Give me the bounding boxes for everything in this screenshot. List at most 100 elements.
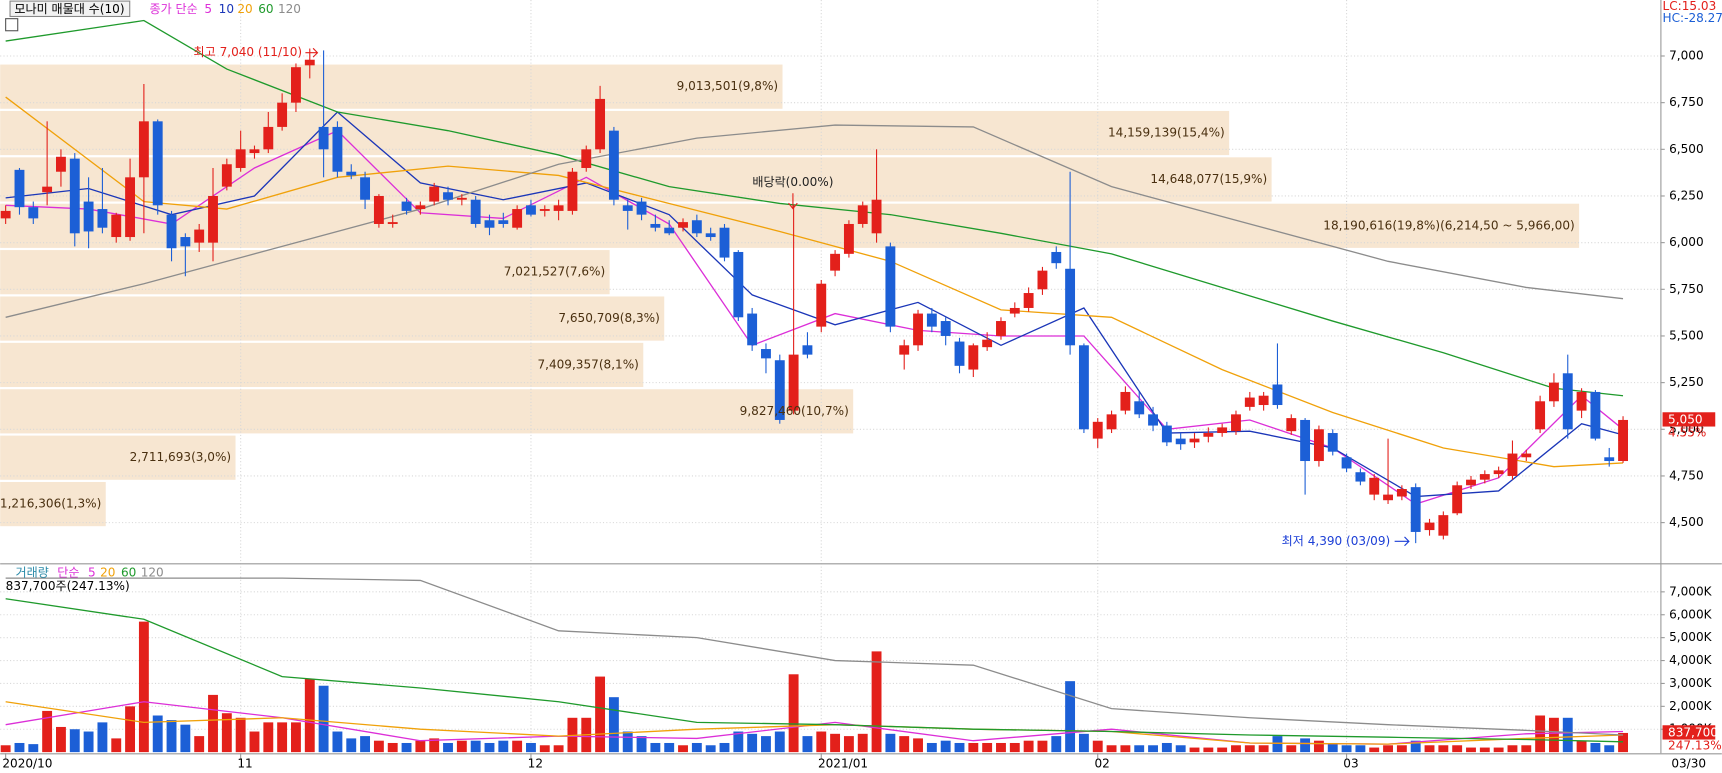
price-tag-label: 5,050 <box>1668 412 1703 426</box>
candle-body <box>28 207 39 219</box>
volume-bar <box>277 722 288 753</box>
volume-bar <box>1065 681 1076 753</box>
candle-body <box>166 214 177 249</box>
volume-bar <box>526 742 536 753</box>
candle-body <box>221 164 232 187</box>
candle-body <box>249 149 260 154</box>
volume-bar <box>1548 717 1559 753</box>
candle-body <box>14 169 25 208</box>
volume-bar <box>429 738 440 753</box>
candle-body <box>69 158 80 234</box>
candle-body <box>553 205 564 211</box>
candle-body <box>1009 307 1020 314</box>
volume-bar <box>0 745 11 753</box>
volume-bar <box>387 742 398 753</box>
y-tick-label: 7,000K <box>1669 584 1713 598</box>
legend-entry: 120 <box>278 2 301 16</box>
ma-line <box>5 124 1624 318</box>
icon[interactable] <box>5 18 19 32</box>
x-end-label: 03/30 <box>1671 757 1706 771</box>
volume-profile-label: 7,409,357(8,1%) <box>537 357 638 371</box>
volume-bar <box>443 742 453 753</box>
volume-bar <box>1410 740 1421 753</box>
volume-bar <box>208 694 218 753</box>
volume-bar <box>885 733 896 753</box>
x-tick-label: 03 <box>1343 757 1358 771</box>
candle-body <box>1092 421 1103 439</box>
candle-body <box>940 321 951 336</box>
x-tick-label: 2020/10 <box>2 757 52 771</box>
candle-body <box>802 345 813 355</box>
volume-bar <box>678 745 688 753</box>
candle-body <box>1300 419 1311 462</box>
volume-bar <box>1383 745 1393 753</box>
candle-body <box>636 201 647 215</box>
volume-bar <box>1106 745 1117 753</box>
volume-bar <box>705 745 716 753</box>
candle-body <box>1065 268 1076 346</box>
candle-body <box>0 210 11 219</box>
ma-line <box>5 577 1624 736</box>
candle-body <box>1175 438 1186 445</box>
volume-bar <box>1466 747 1476 753</box>
volume-bar <box>1327 742 1338 753</box>
volume-profile-label: 2,711,693(3,0%) <box>130 450 231 464</box>
volume-bar <box>1355 745 1366 753</box>
volume-bar <box>788 674 799 753</box>
candle-body <box>608 130 619 200</box>
volume-bar <box>470 740 481 753</box>
volume-bar <box>1148 745 1158 753</box>
volume-bar <box>1037 740 1048 753</box>
candle-body <box>1203 433 1214 437</box>
candle-body <box>1410 487 1421 532</box>
y-tick-label: 6,000 <box>1669 235 1704 249</box>
volume-bar <box>249 731 260 753</box>
volume-bar <box>1604 745 1615 753</box>
volume-bar <box>125 706 136 753</box>
candle-body <box>498 220 509 224</box>
volume-bar <box>1396 745 1407 753</box>
candle-body <box>968 345 979 370</box>
volume-bar <box>1300 738 1311 753</box>
ma-line <box>5 598 1624 743</box>
volume-bar <box>456 740 467 753</box>
candle-body <box>387 222 398 224</box>
y-tick-label: 5,000K <box>1669 630 1713 644</box>
candle-body <box>1023 293 1034 308</box>
candle-body <box>526 205 536 215</box>
volume-bar <box>42 710 53 753</box>
volume-bar <box>484 742 495 753</box>
volume-bar <box>1231 745 1241 753</box>
candle-body <box>622 205 633 211</box>
candle-body <box>539 209 550 211</box>
volume-tag2-label: 247.13% <box>1668 739 1722 753</box>
volume-bar <box>996 742 1006 753</box>
volume-bar <box>1590 742 1601 753</box>
volume-profile-label: 7,650,709(8,3%) <box>558 311 659 325</box>
candle-body <box>97 209 108 228</box>
volume-bar <box>1313 740 1324 753</box>
volume-profile-label: 9,827,460(10,7%) <box>740 404 849 418</box>
candle-body <box>125 177 136 238</box>
candle-body <box>111 214 122 238</box>
low-annotation: 최저 4,390 (03/09) <box>1282 534 1391 548</box>
candle-body <box>291 67 301 103</box>
volume-bar <box>1272 736 1283 753</box>
volume-bar <box>940 740 951 753</box>
candle-body <box>816 283 827 327</box>
volume-bar <box>733 731 744 753</box>
volume-bar <box>1424 745 1435 753</box>
candle-body <box>1286 418 1297 432</box>
volume-bar <box>1452 745 1463 753</box>
volume-bar <box>512 740 523 753</box>
volume-bar <box>1244 745 1255 753</box>
volume-tag-label: 837,700 <box>1668 725 1718 739</box>
volume-bar <box>138 621 149 753</box>
candle-body <box>843 223 854 254</box>
candle-body <box>567 171 578 211</box>
candle-body <box>1507 453 1518 476</box>
volume-bar <box>401 742 412 753</box>
y-tick-label: 5,250 <box>1669 375 1704 389</box>
y-tick-label: 6,250 <box>1669 188 1704 202</box>
volume-bar <box>1521 745 1532 753</box>
